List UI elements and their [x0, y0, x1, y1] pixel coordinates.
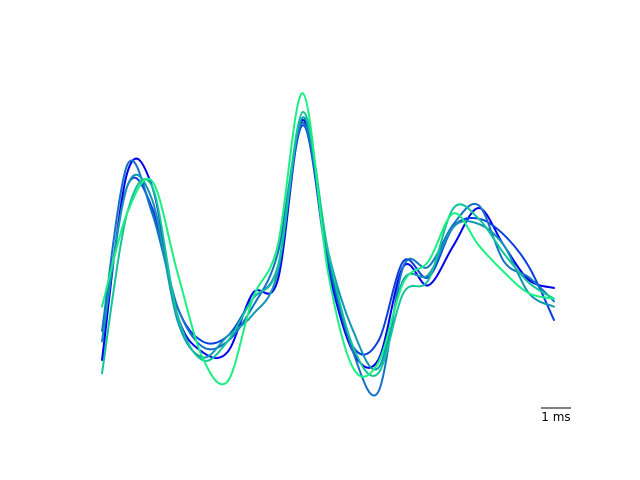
- trace-line-6: [101, 92, 555, 386]
- scale-bar-label: 1 ms: [541, 410, 570, 424]
- scale-bar: 1 ms: [541, 407, 571, 424]
- trace-group: [101, 92, 555, 397]
- trace-line-3: [101, 121, 555, 397]
